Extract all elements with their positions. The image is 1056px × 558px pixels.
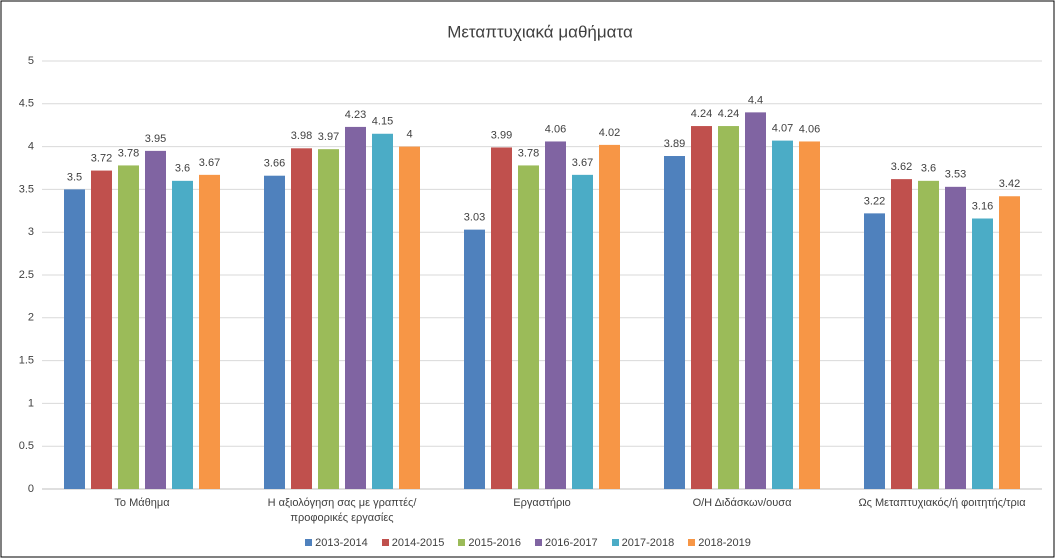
bar: [291, 148, 312, 489]
x-tick-label: Εργαστήριο: [513, 497, 571, 509]
legend-label: 2018-2019: [698, 537, 751, 549]
bar: [745, 112, 766, 490]
data-label: 4.23: [345, 109, 366, 121]
data-label: 3.22: [864, 195, 885, 207]
bar: [318, 149, 339, 489]
data-label: 3.03: [464, 212, 485, 224]
bar: [891, 179, 912, 490]
legend-item: 2017-2018: [611, 537, 675, 549]
bar: [545, 141, 566, 490]
bar: [945, 186, 966, 489]
bar: [599, 144, 620, 489]
data-label: 3.67: [199, 157, 220, 169]
data-label: 3.67: [572, 157, 593, 169]
data-label: 3.95: [145, 133, 166, 145]
chart-title: Μεταπτυχιακά μαθήματα: [447, 22, 633, 41]
bar: [691, 126, 712, 489]
legend-item: 2015-2016: [458, 537, 521, 549]
data-label: 3.72: [91, 152, 112, 164]
bar: [972, 218, 993, 489]
legend-label: 2013-2014: [315, 537, 368, 549]
legend-swatch: [458, 539, 466, 546]
data-label: 3.53: [945, 169, 966, 181]
data-label: 3.42: [999, 178, 1020, 190]
data-label: 3.5: [67, 171, 82, 183]
legend-swatch: [535, 539, 542, 546]
data-label: 4.24: [691, 108, 712, 120]
bar: [518, 165, 539, 489]
bar: [172, 180, 193, 489]
bar: [345, 126, 366, 490]
data-label: 3.66: [264, 158, 285, 170]
bar: [572, 174, 593, 489]
bar: [118, 165, 139, 489]
data-label: 4.02: [599, 127, 620, 139]
y-tick-label: 4: [28, 141, 34, 153]
x-tick-label: Η αξιολόγηση σας με γραπτές/προφορικές ε…: [267, 497, 417, 524]
data-label: 4: [406, 129, 412, 141]
bar: [264, 175, 285, 490]
legend-item: 2016-2017: [535, 537, 598, 549]
bar: [864, 213, 885, 490]
y-tick-label: 2: [28, 312, 34, 324]
data-label: 4.06: [799, 123, 820, 135]
bar: [918, 180, 939, 489]
data-label: 3.62: [891, 161, 912, 173]
data-label: 3.78: [118, 147, 139, 159]
data-label: 3.99: [491, 129, 512, 141]
y-tick-label: 5: [28, 55, 34, 67]
data-label: 4.06: [545, 123, 566, 135]
bar: [372, 133, 393, 489]
y-tick-label: 4.5: [19, 98, 34, 110]
bar: [772, 140, 793, 489]
data-label: 3.98: [291, 130, 312, 142]
legend-label: 2017-2018: [621, 537, 675, 549]
legend-item: 2013-2014: [305, 537, 368, 549]
legend-swatch: [688, 539, 696, 546]
data-label: 4.15: [372, 116, 393, 128]
y-tick-label: 0.5: [19, 440, 34, 452]
data-label: 4.24: [718, 108, 739, 120]
bar: [799, 141, 820, 490]
y-tick-label: 3.5: [19, 183, 34, 195]
legend-label: 2014-2015: [391, 537, 445, 549]
legend-item: 2018-2019: [688, 537, 751, 549]
data-label: 3.6: [175, 163, 190, 175]
y-tick-label: 2.5: [19, 269, 34, 281]
legend-swatch: [611, 539, 619, 546]
bar: [464, 229, 485, 489]
x-tick-label: Ως Μεταπτυχιακός/ή φοιτητής/τρια: [858, 497, 1026, 509]
data-label: 3.89: [664, 138, 685, 150]
bar: [399, 146, 420, 489]
bar: [718, 126, 739, 489]
bar: [145, 150, 166, 489]
legend-label: 2015-2016: [468, 537, 521, 549]
data-label: 3.16: [972, 200, 993, 212]
legend: 2013-2014 2014-2015 2015-2016 2016-2017 2017…: [0, 537, 1056, 549]
data-label: 3.97: [318, 131, 339, 143]
y-tick-label: 0: [28, 483, 34, 495]
y-tick-label: 1.5: [19, 355, 34, 367]
x-tick-label: Ο/Η Διδάσκων/ουσα: [692, 497, 792, 509]
bar: [199, 174, 220, 489]
y-tick-label: 1: [28, 397, 34, 409]
legend-swatch: [381, 539, 389, 546]
bar: [491, 147, 512, 489]
legend-swatch: [305, 539, 313, 546]
bar: [91, 170, 112, 489]
data-label: 4.07: [772, 123, 793, 135]
bar: [64, 189, 85, 489]
bar: [664, 156, 685, 490]
data-label: 3.78: [518, 147, 539, 159]
legend-label: 2016-2017: [545, 537, 598, 549]
data-label: 4.4: [748, 94, 763, 106]
legend-item: 2014-2015: [381, 537, 445, 549]
y-tick-label: 3: [28, 226, 34, 238]
bar: [999, 196, 1020, 490]
x-tick-label: Το Μάθημα: [114, 497, 170, 509]
data-label: 3.6: [921, 163, 936, 175]
